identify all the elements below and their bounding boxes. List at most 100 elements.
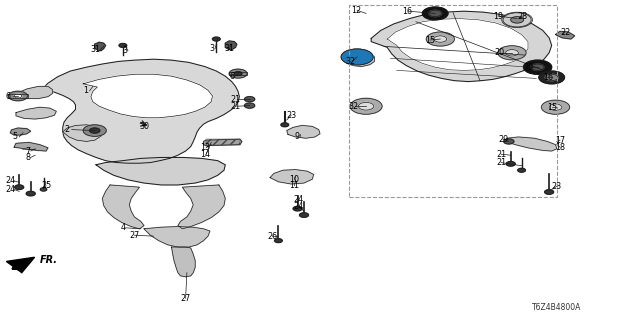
Text: 28: 28 — [517, 12, 527, 20]
Text: 15: 15 — [547, 103, 557, 112]
Polygon shape — [371, 11, 552, 82]
Text: 9: 9 — [294, 132, 300, 140]
Circle shape — [40, 188, 47, 191]
Text: 5: 5 — [13, 132, 18, 141]
Text: 30: 30 — [140, 122, 150, 131]
Text: 27: 27 — [180, 294, 191, 303]
Polygon shape — [14, 142, 48, 151]
Polygon shape — [172, 247, 195, 277]
Text: 7: 7 — [26, 147, 31, 156]
Polygon shape — [225, 41, 237, 50]
Text: 10: 10 — [289, 175, 300, 184]
Text: 21: 21 — [496, 158, 506, 167]
Text: 8: 8 — [26, 153, 31, 162]
Text: 20: 20 — [494, 48, 504, 57]
Circle shape — [212, 37, 220, 41]
Polygon shape — [96, 157, 225, 185]
Circle shape — [426, 32, 454, 46]
Text: 16: 16 — [543, 73, 553, 82]
Circle shape — [511, 17, 524, 23]
Circle shape — [8, 91, 28, 101]
Circle shape — [539, 71, 564, 84]
Text: 12: 12 — [351, 6, 361, 15]
Polygon shape — [42, 59, 239, 163]
Polygon shape — [13, 86, 52, 99]
Text: 14: 14 — [200, 150, 210, 159]
Text: 3: 3 — [210, 44, 215, 53]
Circle shape — [234, 72, 242, 76]
Text: 2: 2 — [64, 125, 69, 134]
Text: 24: 24 — [293, 202, 303, 211]
Polygon shape — [287, 125, 320, 138]
Text: 6: 6 — [5, 92, 10, 100]
Text: FR.: FR. — [40, 255, 58, 265]
Circle shape — [244, 97, 255, 102]
Text: 31: 31 — [91, 45, 101, 54]
Text: 32: 32 — [346, 57, 356, 66]
Circle shape — [119, 44, 127, 47]
Polygon shape — [556, 31, 575, 39]
Polygon shape — [10, 128, 31, 135]
Circle shape — [549, 104, 562, 110]
Polygon shape — [506, 137, 557, 151]
Text: 13: 13 — [200, 143, 210, 152]
Text: 6: 6 — [229, 72, 234, 81]
Polygon shape — [6, 257, 35, 273]
Circle shape — [26, 191, 35, 196]
Circle shape — [429, 10, 442, 17]
Circle shape — [498, 46, 526, 60]
Circle shape — [300, 213, 308, 217]
Text: 24: 24 — [5, 185, 15, 194]
Circle shape — [349, 53, 365, 61]
Text: 17: 17 — [556, 136, 566, 145]
Circle shape — [422, 7, 448, 20]
Text: 21: 21 — [496, 150, 506, 159]
Polygon shape — [102, 185, 144, 229]
Circle shape — [506, 50, 518, 56]
Polygon shape — [144, 227, 210, 247]
Polygon shape — [344, 50, 374, 67]
Circle shape — [275, 239, 282, 243]
Text: 27: 27 — [129, 231, 140, 240]
Text: 15: 15 — [426, 36, 436, 44]
Circle shape — [83, 125, 106, 136]
Text: 29: 29 — [498, 135, 508, 144]
Polygon shape — [270, 170, 314, 184]
Bar — [349, 5, 557, 197]
Circle shape — [244, 103, 255, 108]
Circle shape — [504, 139, 514, 144]
Circle shape — [341, 49, 373, 65]
Circle shape — [358, 102, 374, 110]
Polygon shape — [387, 19, 528, 70]
Circle shape — [434, 36, 447, 42]
Text: 20: 20 — [524, 63, 534, 72]
Circle shape — [341, 49, 373, 65]
Text: 31: 31 — [224, 44, 234, 53]
Circle shape — [506, 162, 515, 166]
Circle shape — [15, 185, 24, 189]
Circle shape — [293, 206, 302, 211]
Text: 25: 25 — [42, 181, 52, 190]
Circle shape — [545, 74, 558, 81]
Text: 24: 24 — [293, 195, 303, 204]
Circle shape — [503, 13, 531, 27]
Text: 4: 4 — [120, 223, 125, 232]
Circle shape — [350, 98, 382, 114]
Circle shape — [518, 168, 525, 172]
Circle shape — [531, 64, 544, 70]
Polygon shape — [63, 125, 102, 141]
Text: 19: 19 — [493, 12, 503, 20]
Text: 3: 3 — [123, 46, 128, 55]
Text: 23: 23 — [552, 182, 562, 191]
Polygon shape — [204, 139, 242, 146]
Text: 21: 21 — [230, 95, 241, 104]
Text: 16: 16 — [402, 7, 412, 16]
Text: 23: 23 — [287, 111, 297, 120]
Text: 24: 24 — [5, 176, 15, 185]
Polygon shape — [95, 42, 106, 51]
Polygon shape — [83, 74, 212, 118]
Circle shape — [524, 60, 552, 74]
Text: 21: 21 — [230, 102, 241, 111]
Circle shape — [229, 69, 247, 78]
Polygon shape — [16, 107, 56, 119]
